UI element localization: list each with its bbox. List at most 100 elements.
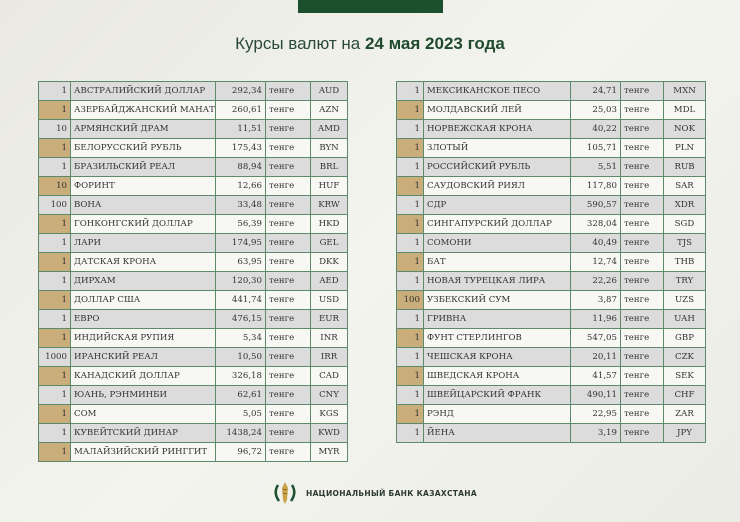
unit: тенге xyxy=(265,195,311,215)
quantity: 1 xyxy=(396,214,424,234)
rate-value: 62,61 xyxy=(215,385,266,405)
table-row: 1 НОВАЯ ТУРЕЦКАЯ ЛИРА 22,26 тенге TRY xyxy=(396,271,706,291)
quantity: 1 xyxy=(38,366,71,386)
footer: НАЦИОНАЛЬНЫЙ БАНК КАЗАХСТАНА xyxy=(272,480,477,506)
unit: тенге xyxy=(620,138,664,158)
rate-value: 11,96 xyxy=(570,309,621,329)
rates-table-right: 1 МЕКСИКАНСКОЕ ПЕСО 24,71 тенге MXN 1 МОЛДАВСК… xyxy=(396,81,706,443)
rate-value: 590,57 xyxy=(570,195,621,215)
rate-value: 476,15 xyxy=(215,309,266,329)
table-row: 1 СОМ 5,05 тенге KGS xyxy=(38,404,348,424)
currency-name: НОВАЯ ТУРЕЦКАЯ ЛИРА xyxy=(423,271,571,291)
table-row: 1 КАНАДСКИЙ ДОЛЛАР 326,18 тенге CAD xyxy=(38,366,348,386)
currency-name: ДОЛЛАР США xyxy=(70,290,216,310)
unit: тенге xyxy=(620,176,664,196)
quantity: 1 xyxy=(38,138,71,158)
currency-name: ГОНКОНГСКИЙ ДОЛЛАР xyxy=(70,214,216,234)
currency-code: BRL xyxy=(310,157,348,177)
currency-name: СОМОНИ xyxy=(423,233,571,253)
table-row: 1000 ИРАНСКИЙ РЕАЛ 10,50 тенге IRR xyxy=(38,347,348,367)
quantity: 1 xyxy=(38,328,71,348)
quantity: 1 xyxy=(38,233,71,253)
table-row: 1 КУВЕЙТСКИЙ ДИНАР 1438,24 тенге KWD xyxy=(38,423,348,443)
rate-value: 96,72 xyxy=(215,442,266,462)
currency-name: БЕЛОРУССКИЙ РУБЛЬ xyxy=(70,138,216,158)
table-row: 10 АРМЯНСКИЙ ДРАМ 11,51 тенге AMD xyxy=(38,119,348,139)
table-row: 1 АВСТРАЛИЙСКИЙ ДОЛЛАР 292,34 тенге AUD xyxy=(38,81,348,101)
table-row: 1 ЮАНЬ, РЭНМИНБИ 62,61 тенге CNY xyxy=(38,385,348,405)
currency-name: ГРИВНА xyxy=(423,309,571,329)
unit: тенге xyxy=(265,176,311,196)
currency-code: NOK xyxy=(663,119,706,139)
rate-value: 1438,24 xyxy=(215,423,266,443)
rate-value: 260,61 xyxy=(215,100,266,120)
currency-code: EUR xyxy=(310,309,348,329)
currency-code: PLN xyxy=(663,138,706,158)
currency-name: САУДОВСКИЙ РИЯЛ xyxy=(423,176,571,196)
quantity: 1 xyxy=(396,423,424,443)
currency-code: CHF xyxy=(663,385,706,405)
unit: тенге xyxy=(265,328,311,348)
rate-value: 326,18 xyxy=(215,366,266,386)
currency-name: ЧЕШСКАЯ КРОНА xyxy=(423,347,571,367)
currency-name: ДИРХАМ xyxy=(70,271,216,291)
unit: тенге xyxy=(620,423,664,443)
currency-name: КУВЕЙТСКИЙ ДИНАР xyxy=(70,423,216,443)
table-row: 1 БРАЗИЛЬСКИЙ РЕАЛ 88,94 тенге BRL xyxy=(38,157,348,177)
currency-code: UAH xyxy=(663,309,706,329)
rate-value: 328,04 xyxy=(570,214,621,234)
currency-name: ФУНТ СТЕРЛИНГОВ xyxy=(423,328,571,348)
table-row: 10 ФОРИНТ 12,66 тенге HUF xyxy=(38,176,348,196)
rate-value: 3,87 xyxy=(570,290,621,310)
unit: тенге xyxy=(265,347,311,367)
rate-value: 120,30 xyxy=(215,271,266,291)
currency-code: CAD xyxy=(310,366,348,386)
table-row: 1 АЗЕРБАЙДЖАНСКИЙ МАНАТ 260,61 тенге AZN xyxy=(38,100,348,120)
currency-name: МЕКСИКАНСКОЕ ПЕСО xyxy=(423,81,571,101)
quantity: 10 xyxy=(38,119,71,139)
quantity: 1 xyxy=(38,385,71,405)
quantity: 1 xyxy=(38,157,71,177)
currency-name: БАТ xyxy=(423,252,571,272)
unit: тенге xyxy=(265,404,311,424)
quantity: 1 xyxy=(396,366,424,386)
currency-code: TJS xyxy=(663,233,706,253)
quantity: 1 xyxy=(396,81,424,101)
table-row: 1 ШВЕЙЦАРСКИЙ ФРАНК 490,11 тенге CHF xyxy=(396,385,706,405)
currency-code: KWD xyxy=(310,423,348,443)
currency-code: TRY xyxy=(663,271,706,291)
rate-value: 40,22 xyxy=(570,119,621,139)
currency-name: ИНДИЙСКАЯ РУПИЯ xyxy=(70,328,216,348)
unit: тенге xyxy=(620,404,664,424)
unit: тенге xyxy=(265,119,311,139)
currency-code: INR xyxy=(310,328,348,348)
rate-value: 20,11 xyxy=(570,347,621,367)
currency-name: ЗЛОТЫЙ xyxy=(423,138,571,158)
currency-name: ДАТСКАЯ КРОНА xyxy=(70,252,216,272)
rate-value: 24,71 xyxy=(570,81,621,101)
table-row: 100 ВОНА 33,48 тенге KRW xyxy=(38,195,348,215)
table-row: 1 СДР 590,57 тенге XDR xyxy=(396,195,706,215)
rate-value: 63,95 xyxy=(215,252,266,272)
unit: тенге xyxy=(620,233,664,253)
unit: тенге xyxy=(265,157,311,177)
table-row: 1 ЗЛОТЫЙ 105,71 тенге PLN xyxy=(396,138,706,158)
currency-code: AMD xyxy=(310,119,348,139)
table-row: 1 ЕВРО 476,15 тенге EUR xyxy=(38,309,348,329)
currency-name: СДР xyxy=(423,195,571,215)
currency-code: ZAR xyxy=(663,404,706,424)
table-row: 1 РЭНД 22,95 тенге ZAR xyxy=(396,404,706,424)
table-row: 1 СИНГАПУРСКИЙ ДОЛЛАР 328,04 тенге SGD xyxy=(396,214,706,234)
unit: тенге xyxy=(620,157,664,177)
currency-name: КАНАДСКИЙ ДОЛЛАР xyxy=(70,366,216,386)
quantity: 1 xyxy=(38,442,71,462)
quantity: 1 xyxy=(38,404,71,424)
rate-value: 105,71 xyxy=(570,138,621,158)
quantity: 10 xyxy=(38,176,71,196)
currency-name: ЛАРИ xyxy=(70,233,216,253)
currency-code: HKD xyxy=(310,214,348,234)
rate-value: 5,34 xyxy=(215,328,266,348)
table-row: 1 НОРВЕЖСКАЯ КРОНА 40,22 тенге NOK xyxy=(396,119,706,139)
table-row: 1 ЙЕНА 3,19 тенге JPY xyxy=(396,423,706,443)
rate-value: 12,66 xyxy=(215,176,266,196)
